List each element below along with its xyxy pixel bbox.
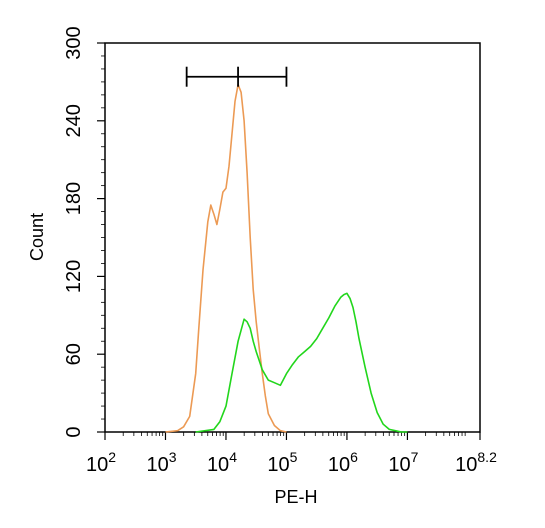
x-tick-label: 107 (388, 449, 418, 476)
x-tick-label: 105 (267, 449, 297, 476)
series-line-2 (195, 292, 408, 433)
y-tick-label: 240 (63, 104, 85, 137)
y-axis-ticks: 0 60 120 180 240 300 (63, 26, 105, 438)
y-tick-label: 300 (63, 26, 85, 59)
x-axis-label: PE-H (274, 487, 317, 507)
x-axis-ticks: 102 103 104 105 106 107 108.2 (86, 432, 497, 476)
gate-marker (185, 66, 288, 87)
x-tick-label: 106 (328, 449, 358, 476)
series-layer (165, 83, 408, 433)
x-tick-label: 108.2 (455, 449, 497, 476)
x-tick-label: 102 (86, 449, 116, 476)
series-line-1 (165, 83, 287, 433)
y-axis-minor-ticks (101, 55, 105, 420)
y-tick-label: 120 (63, 260, 85, 293)
y-axis-label: Count (27, 213, 47, 261)
y-tick-label: 0 (63, 426, 85, 437)
y-tick-label: 180 (63, 182, 85, 215)
y-tick-label: 60 (63, 343, 85, 365)
x-axis-minor-ticks (122, 432, 466, 436)
x-tick-label: 103 (146, 449, 176, 476)
x-tick-label: 104 (207, 449, 237, 476)
plot-frame (104, 42, 481, 433)
